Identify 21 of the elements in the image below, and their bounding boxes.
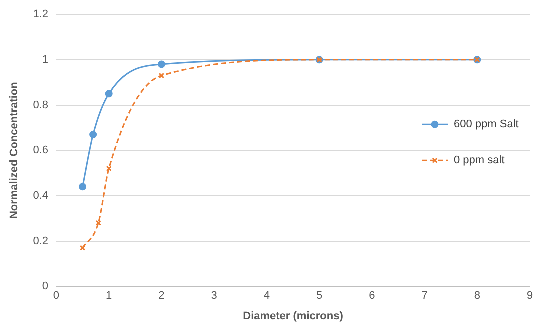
x-tick-label: 3	[211, 290, 218, 302]
y-tick-label: 1	[42, 54, 48, 66]
y-axis-title: Normalized Concentration	[8, 82, 21, 220]
y-tick-label: 1.2	[33, 8, 48, 21]
legend-label: 0 ppm salt	[454, 154, 505, 167]
x-tick-label: 0	[53, 290, 60, 302]
x-tick-label: 7	[422, 290, 428, 302]
x-tick-label: 8	[474, 290, 480, 302]
y-tick-label: 0.4	[33, 190, 48, 202]
y-tick-label: 0.8	[33, 99, 48, 112]
legend-label: 600 ppm Salt	[454, 118, 519, 131]
y-tick-label: 0.6	[33, 144, 48, 157]
y-tick-label: 0	[42, 280, 48, 293]
x-axis-title: Diameter (microns)	[243, 310, 344, 322]
y-tick-label: 0.2	[33, 235, 48, 248]
x-tick-label: 5	[316, 290, 323, 302]
x-tick-label: 2	[158, 290, 165, 302]
x-tick-label: 9	[526, 290, 534, 302]
x-tick-label: 4	[264, 290, 270, 302]
x-tick-label: 6	[369, 290, 376, 302]
x-tick-label: 1	[106, 290, 112, 302]
